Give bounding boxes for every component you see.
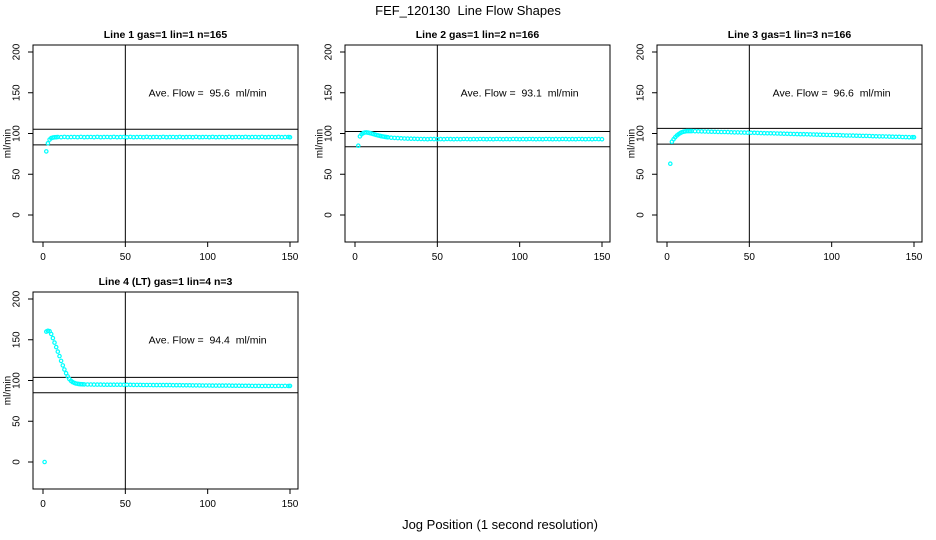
- y-tick-label: 100: [636, 125, 647, 142]
- x-tick-label: 100: [199, 252, 216, 263]
- x-tick-label: 50: [120, 252, 132, 263]
- panel-line-4: Line 4 (LT) gas=1 lin=4 n=3 0 50 100 150 0 50 1…: [0, 261, 312, 515]
- data-points: [42, 328, 293, 465]
- panel-title: Line 3 gas=1 lin=3 n=166: [728, 29, 852, 41]
- x-tick-label: 50: [432, 252, 444, 263]
- x-tick-label: 150: [906, 252, 923, 263]
- y-axis-title: ml/min: [3, 376, 14, 405]
- y-tick-label: 0: [12, 459, 23, 465]
- y-tick-label: 0: [12, 212, 23, 218]
- panel-svg: Line 3 gas=1 lin=3 n=166 0 50 100 150 0 50 100 1…: [627, 29, 923, 263]
- y-tick-label: 150: [324, 84, 335, 101]
- panel-svg: Line 1 gas=1 lin=1 n=165 0 50 100 150 0 50 100 1…: [3, 29, 299, 263]
- panel-title: Line 1 gas=1 lin=1 n=165: [104, 29, 228, 41]
- ave-flow-annotation: Ave. Flow = 96.6 ml/min: [773, 87, 891, 99]
- y-tick-label: 150: [12, 84, 23, 101]
- x-tick-label: 150: [282, 499, 299, 510]
- y-tick-label: 150: [636, 84, 647, 101]
- y-axis-title: ml/min: [627, 129, 638, 158]
- x-tick-label: 0: [40, 252, 46, 263]
- x-tick-label: 50: [120, 499, 132, 510]
- panel-line-2: Line 2 gas=1 lin=2 n=166 0 50 100 150 0 50 100 1…: [312, 14, 624, 268]
- y-tick-label: 200: [324, 43, 335, 60]
- ave-flow-annotation: Ave. Flow = 95.6 ml/min: [149, 87, 267, 99]
- y-tick-label: 50: [636, 168, 647, 180]
- panel-title: Line 4 (LT) gas=1 lin=4 n=3: [99, 276, 233, 288]
- plot-frame: [32, 44, 299, 243]
- panel-line-3: Line 3 gas=1 lin=3 n=166 0 50 100 150 0 50 100 1…: [624, 14, 936, 268]
- main-title: FEF_120130 Line Flow Shapes: [375, 3, 561, 18]
- y-axis-title: ml/min: [3, 129, 14, 158]
- panel-svg: Line 2 gas=1 lin=2 n=166 0 50 100 150 0 50 100 1…: [315, 29, 611, 263]
- x-tick-label: 150: [594, 252, 611, 263]
- plot-frame: [32, 291, 299, 490]
- plot-frame: [344, 44, 611, 243]
- y-tick-label: 100: [324, 125, 335, 142]
- y-tick-label: 200: [12, 290, 23, 307]
- y-tick-label: 100: [12, 125, 23, 142]
- x-tick-label: 100: [511, 252, 528, 263]
- x-axis-label: Jog Position (1 second resolution): [402, 517, 598, 532]
- y-tick-label: 0: [324, 212, 335, 218]
- plot-frame: [656, 44, 923, 243]
- x-tick-label: 0: [40, 499, 46, 510]
- ave-flow-annotation: Ave. Flow = 93.1 ml/min: [461, 87, 579, 99]
- y-tick-label: 50: [12, 415, 23, 427]
- x-tick-label: 0: [352, 252, 358, 263]
- y-tick-label: 0: [636, 212, 647, 218]
- y-tick-label: 100: [12, 372, 23, 389]
- y-tick-label: 50: [324, 168, 335, 180]
- ave-flow-annotation: Ave. Flow = 94.4 ml/min: [149, 334, 267, 346]
- x-tick-label: 0: [664, 252, 670, 263]
- data-points: [355, 130, 605, 149]
- y-axis-title: ml/min: [315, 129, 326, 158]
- x-tick-label: 50: [744, 252, 756, 263]
- y-tick-label: 200: [636, 43, 647, 60]
- y-tick-label: 200: [12, 43, 23, 60]
- y-tick-label: 50: [12, 168, 23, 180]
- data-points: [43, 134, 293, 154]
- panel-line-1: Line 1 gas=1 lin=1 n=165 0 50 100 150 0 50 100 1…: [0, 14, 312, 268]
- x-tick-label: 100: [199, 499, 216, 510]
- panel-svg: Line 4 (LT) gas=1 lin=4 n=3 0 50 100 150 0 50 1…: [3, 276, 299, 510]
- x-tick-label: 150: [282, 252, 299, 263]
- panel-title: Line 2 gas=1 lin=2 n=166: [416, 29, 540, 41]
- x-tick-label: 100: [823, 252, 840, 263]
- y-tick-label: 150: [12, 331, 23, 348]
- data-points: [667, 128, 917, 167]
